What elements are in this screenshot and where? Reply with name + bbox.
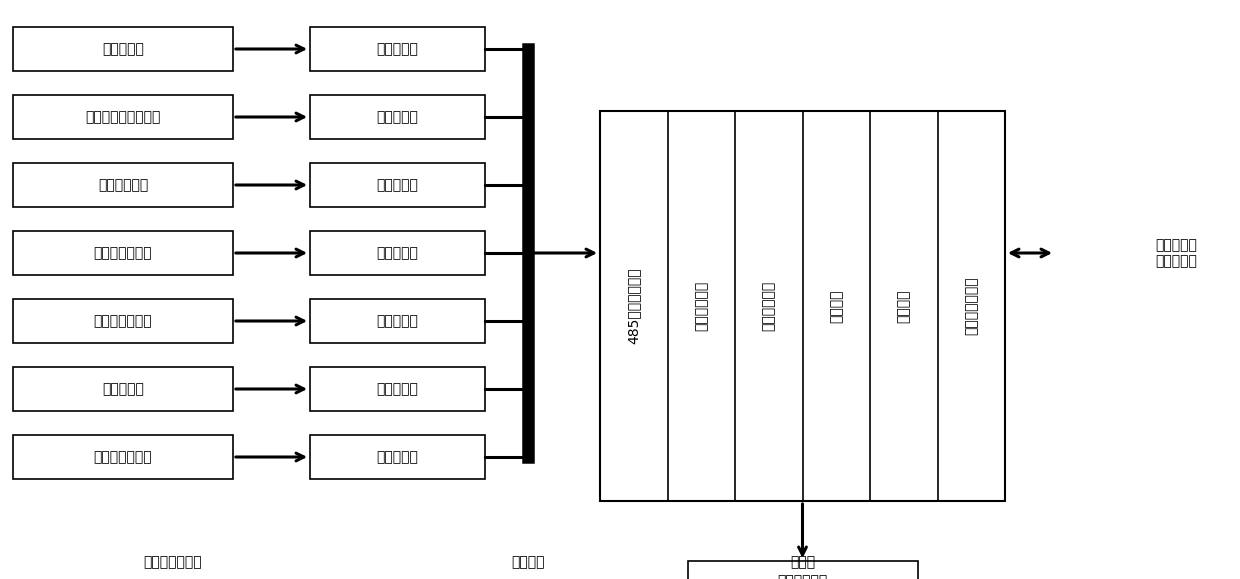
Bar [12,163,233,207]
Text: 油位传感器: 油位传感器 [102,382,144,396]
Bar [12,231,233,275]
Text: 数据采集器: 数据采集器 [377,42,418,56]
Text: 数据总线: 数据总线 [511,555,544,569]
Text: 数据接收单元: 数据接收单元 [694,281,708,331]
Bar [600,111,1004,501]
Bar [12,95,233,139]
Bar [310,299,485,343]
Text: 控制单元: 控制单元 [897,290,910,323]
Bar [310,435,485,479]
Text: 油温传感器: 油温传感器 [102,42,144,56]
Text: 在线监测传感器: 在线监测传感器 [144,555,202,569]
Bar [687,561,918,579]
Text: 数据采集器: 数据采集器 [377,314,418,328]
Text: 油中水分传感器: 油中水分传感器 [94,246,153,260]
Bar [12,367,233,411]
Bar [12,435,233,479]
Text: 监测站或其
他网络系统: 监测站或其 他网络系统 [1154,238,1197,268]
Text: 光纤绕组温度传感器: 光纤绕组温度传感器 [86,110,161,124]
Text: 数据采集器: 数据采集器 [377,178,418,192]
Text: 数据采集器: 数据采集器 [377,110,418,124]
Bar [310,27,485,71]
Text: 上位机: 上位机 [790,555,815,569]
Bar [12,27,233,71]
Text: 油流速传感器: 油流速传感器 [98,178,148,192]
Text: 电压、电流信号: 电压、电流信号 [94,450,153,464]
Bar [310,367,485,411]
Text: 凝露温度传感器: 凝露温度传感器 [94,314,153,328]
Bar [310,163,485,207]
Bar [310,231,485,275]
Text: 485通信接口单元: 485通信接口单元 [626,267,641,345]
Text: 数据采集器: 数据采集器 [377,246,418,260]
Text: 数据采集器: 数据采集器 [377,382,418,396]
Bar [12,299,233,343]
Text: 数据存储单元: 数据存储单元 [761,281,776,331]
Text: 以太网通信单元: 以太网通信单元 [965,277,978,335]
Text: 数据采集器: 数据采集器 [377,450,418,464]
Text: 直接输出控制: 直接输出控制 [777,574,827,579]
Bar [310,95,485,139]
Text: 处理单元: 处理单元 [830,290,843,323]
